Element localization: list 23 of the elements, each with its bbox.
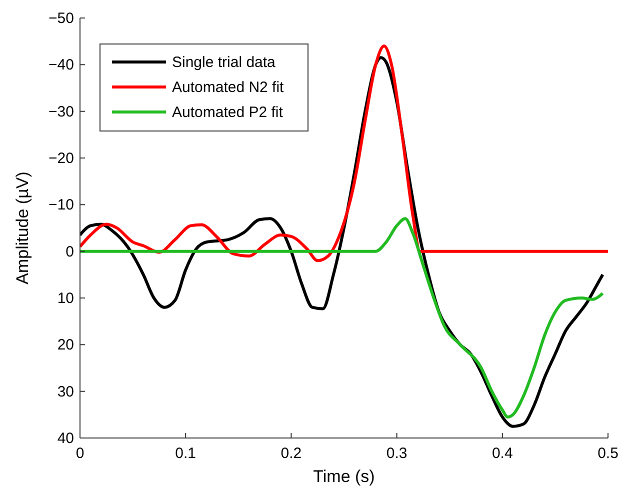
y-tick-label: 30 [57,383,74,400]
x-tick-label: 0.4 [492,445,513,462]
x-tick-label: 0.5 [598,445,618,462]
x-axis-title: Time (s) [313,467,375,486]
y-axis-title: Amplitude (µV) [13,172,32,284]
y-tick-label: −10 [48,196,74,214]
y-tick-label: 40 [57,430,74,447]
y-tick-label: −30 [48,103,74,120]
line-series [80,44,610,262]
y-tick-label: 0 [66,243,74,260]
legend-label: Single trial data [172,54,276,71]
y-tick-label: 10 [57,290,74,307]
x-tick-label: 0.2 [280,445,302,462]
y-tick-label: −40 [48,56,74,74]
legend-label: Automated P2 fit [172,104,284,121]
y-tick-label: −20 [48,150,74,167]
x-tick-label: 0.3 [386,445,408,462]
x-tick-label: 0 [76,445,84,462]
y-tick-label: −50 [48,10,74,27]
line-series [80,217,604,418]
x-tick-label: 0.1 [175,445,196,462]
y-tick-label: 20 [57,336,74,354]
legend-label: Automated N2 fit [172,79,285,96]
